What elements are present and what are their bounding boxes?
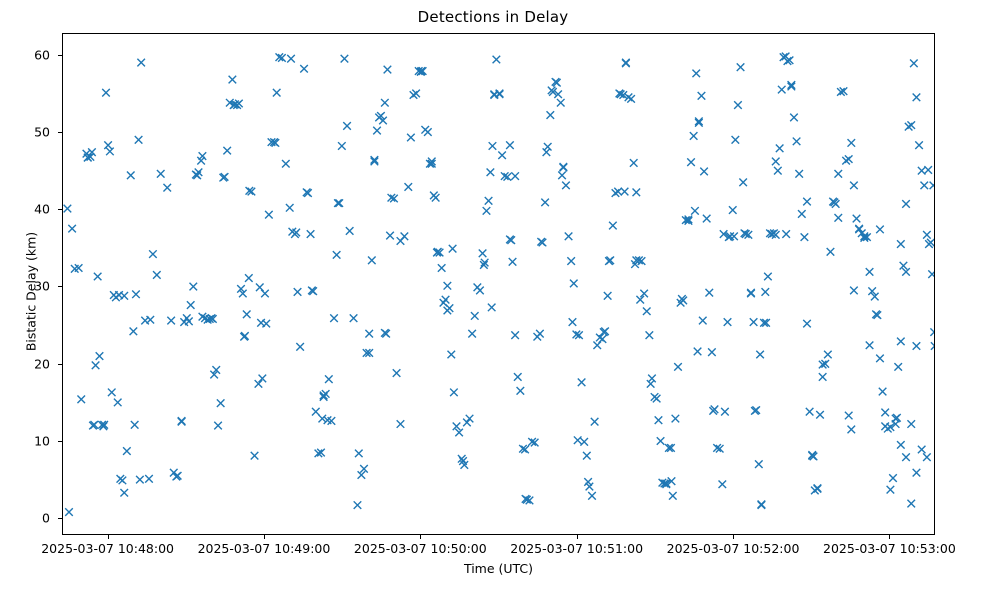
y-tick-mark (58, 131, 62, 133)
x-tick-label: 2025-03-07 10:52:00 (666, 541, 800, 556)
x-tick-label: 2025-03-07 10:48:00 (41, 541, 174, 556)
y-tick-mark (58, 209, 62, 211)
x-axis-label: Time (UTC) (463, 561, 534, 576)
x-tick-mark (420, 535, 422, 539)
plot-area (62, 33, 935, 535)
y-tick-label: 30 (34, 278, 50, 294)
x-tick-mark (107, 535, 109, 539)
y-tick-label: 0 (42, 510, 50, 526)
y-tick-mark (58, 440, 62, 442)
y-tick-label: 60 (34, 47, 50, 63)
y-tick-mark (58, 363, 62, 365)
scatter-layer (63, 52, 934, 517)
x-tick-label: 2025-03-07 10:53:00 (823, 541, 956, 556)
y-tick-label: 10 (34, 433, 50, 449)
x-tick-mark (263, 535, 265, 539)
x-tick-mark (733, 535, 735, 539)
y-tick-label: 20 (34, 356, 50, 372)
chart-title: Detections in Delay (417, 8, 569, 26)
x-tick-label: 2025-03-07 10:50:00 (353, 541, 487, 556)
y-tick-mark (58, 518, 62, 519)
y-tick-label: 50 (34, 124, 50, 140)
y-axis-label: Bistatic Delay (km) (23, 231, 39, 352)
x-tick-mark (889, 535, 891, 539)
y-tick-label: 40 (34, 201, 50, 217)
x-tick-label: 2025-03-07 10:51:00 (510, 541, 644, 556)
y-tick-mark (58, 286, 62, 288)
x-tick-label: 2025-03-07 10:49:00 (197, 541, 331, 556)
x-tick-mark (576, 535, 578, 539)
y-tick-mark (58, 54, 62, 56)
